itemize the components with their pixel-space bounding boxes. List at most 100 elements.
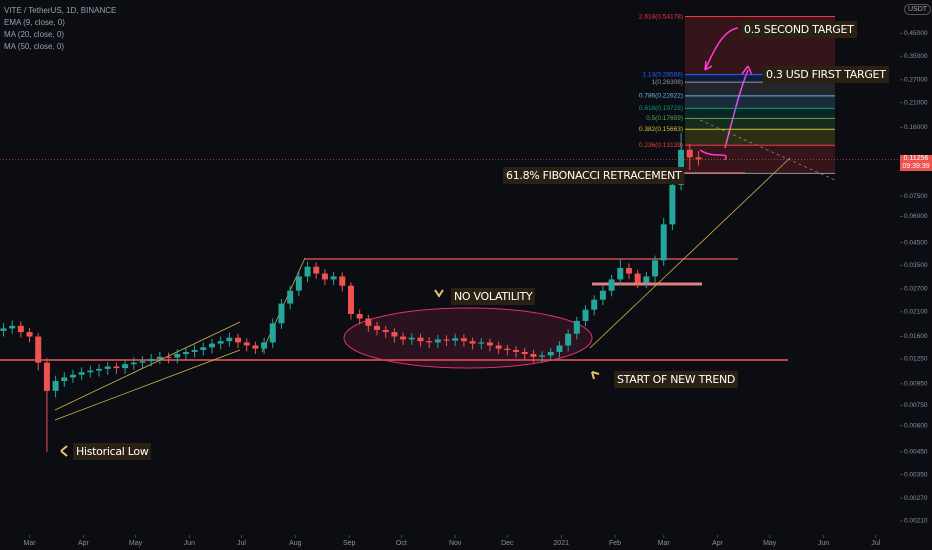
y-tick-label: 0.00600 bbox=[904, 422, 928, 429]
y-tick-label: 0.03500 bbox=[904, 262, 928, 269]
fib-band bbox=[685, 95, 835, 109]
y-tick-label: 0.16000 bbox=[904, 124, 928, 131]
candle-body bbox=[400, 336, 407, 340]
candle-body bbox=[356, 314, 363, 319]
candle-body bbox=[469, 341, 476, 344]
fib-label: 0.5(0.17659) bbox=[646, 115, 683, 122]
candle-body bbox=[208, 343, 215, 348]
pointer bbox=[60, 167, 671, 457]
y-tick-label: 0.01250 bbox=[904, 356, 928, 363]
candle-body bbox=[521, 351, 528, 354]
x-tick-label: Apr bbox=[78, 540, 90, 547]
candle-body bbox=[504, 348, 511, 350]
candle-body bbox=[669, 184, 676, 225]
candle-body bbox=[591, 299, 598, 310]
fib-band bbox=[685, 129, 835, 146]
annotation: 0.3 USD FIRST TARGET bbox=[763, 66, 889, 83]
fib-band bbox=[685, 118, 835, 130]
last-price: 0.11256 bbox=[903, 155, 929, 163]
candle-body bbox=[608, 279, 615, 291]
candle-body bbox=[69, 374, 76, 378]
candle-body bbox=[261, 342, 268, 349]
y-tick-label: 0.04500 bbox=[904, 239, 928, 246]
candle-body bbox=[321, 273, 328, 280]
candle-body bbox=[347, 285, 354, 315]
candle-body bbox=[243, 342, 250, 346]
candle-body bbox=[382, 329, 389, 333]
annotation: START OF NEW TREND bbox=[614, 371, 739, 388]
candle-body bbox=[113, 366, 120, 369]
candle-body bbox=[313, 266, 320, 274]
fib-label: 0.236(0.13139) bbox=[639, 142, 683, 149]
hand-arrow bbox=[699, 27, 749, 161]
dashed-line bbox=[699, 119, 836, 181]
candle-body bbox=[443, 339, 450, 341]
candle-body bbox=[365, 318, 372, 326]
candle-body bbox=[148, 358, 155, 362]
candle-body bbox=[374, 325, 381, 330]
symbol-title: VITE / TetherUS, 1D, BINANCE bbox=[4, 6, 117, 15]
candle-body bbox=[35, 336, 42, 363]
candle-body bbox=[660, 224, 667, 261]
candle-body bbox=[139, 361, 146, 363]
candle-body bbox=[269, 323, 276, 343]
x-tick-label: May bbox=[129, 540, 143, 547]
y-tick-label: 0.02100 bbox=[904, 309, 928, 316]
fib-band bbox=[685, 74, 835, 83]
candle-body bbox=[278, 303, 285, 324]
candles bbox=[0, 133, 702, 452]
fib-band bbox=[685, 82, 835, 96]
annotation: 0.5 SECOND TARGET bbox=[741, 21, 857, 38]
candle-body bbox=[339, 276, 346, 286]
x-tick-label: Nov bbox=[449, 540, 462, 547]
hand-arrow-head bbox=[704, 60, 753, 76]
candle-body bbox=[460, 338, 467, 342]
x-tick-label: Apr bbox=[712, 540, 724, 547]
channel-top bbox=[54, 321, 241, 411]
candle-body bbox=[556, 345, 563, 352]
candle-body bbox=[478, 342, 485, 344]
y-tick-label: 0.27000 bbox=[904, 77, 928, 84]
x-tick-label: Feb bbox=[609, 540, 621, 547]
candle-body bbox=[174, 353, 181, 358]
y-tick-label: 0.06000 bbox=[904, 213, 928, 220]
candle-body bbox=[182, 351, 189, 354]
candle-body bbox=[634, 273, 641, 283]
indicator-label: MA (20, close, 0) bbox=[4, 30, 65, 39]
x-tick-label: Aug bbox=[289, 540, 302, 547]
candle-body bbox=[26, 332, 33, 337]
candle-body bbox=[417, 337, 424, 342]
y-tick-label: 0.00950 bbox=[904, 381, 928, 388]
candle-body bbox=[617, 268, 624, 280]
candle-body bbox=[17, 325, 24, 333]
candle-body bbox=[287, 290, 294, 304]
x-tick-label: Jul bbox=[237, 540, 246, 547]
annotation: 61.8% FIBONACCI RETRACEMENT bbox=[503, 167, 685, 184]
candle-body bbox=[130, 362, 137, 365]
currency-button[interactable]: USDT bbox=[904, 4, 932, 15]
candle-body bbox=[165, 356, 172, 358]
candle-body bbox=[599, 290, 606, 300]
candle-body bbox=[547, 351, 554, 356]
candle-body bbox=[96, 368, 103, 371]
candle-body bbox=[495, 345, 502, 349]
candle-body bbox=[78, 372, 85, 375]
candle-body bbox=[391, 332, 398, 337]
candle-body bbox=[87, 370, 94, 373]
candle-body bbox=[573, 320, 580, 334]
y-tick-label: 0.07500 bbox=[904, 193, 928, 200]
candle-body bbox=[226, 337, 233, 342]
price-tag: 0.11256 09:39:39 bbox=[900, 155, 932, 172]
x-tick-label: May bbox=[763, 540, 777, 547]
ellipse bbox=[343, 307, 593, 369]
fib-label: 2.618(0.54178) bbox=[639, 13, 683, 20]
indicator-label: MA (50, close, 0) bbox=[4, 42, 65, 51]
fib-label: 0.786(0.22622) bbox=[639, 93, 683, 100]
candle-body bbox=[643, 276, 650, 283]
candle-body bbox=[486, 342, 493, 346]
y-tick-label: 0.00450 bbox=[904, 448, 928, 455]
countdown: 09:39:39 bbox=[902, 163, 930, 171]
candle-body bbox=[61, 377, 68, 382]
